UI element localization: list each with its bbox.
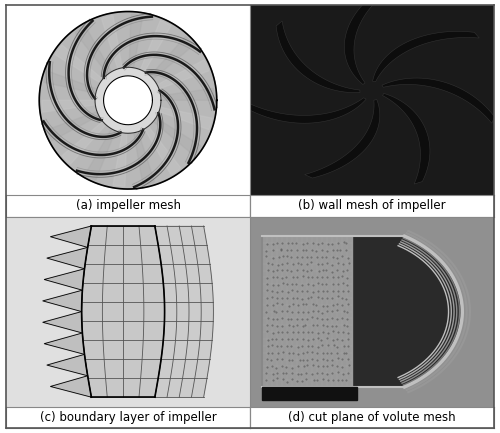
Wedge shape — [144, 126, 181, 175]
Wedge shape — [113, 133, 127, 186]
Circle shape — [96, 68, 160, 132]
Circle shape — [40, 12, 216, 189]
Bar — [262, 387, 358, 400]
Wedge shape — [157, 60, 209, 89]
Circle shape — [100, 72, 156, 129]
Polygon shape — [44, 333, 84, 354]
Polygon shape — [47, 354, 88, 376]
Polygon shape — [276, 21, 360, 93]
Wedge shape — [44, 71, 97, 94]
Circle shape — [98, 70, 158, 131]
Polygon shape — [44, 269, 84, 290]
Polygon shape — [50, 226, 92, 247]
Polygon shape — [372, 31, 480, 82]
Circle shape — [98, 71, 158, 129]
Circle shape — [104, 76, 152, 125]
Wedge shape — [85, 129, 116, 180]
Wedge shape — [134, 132, 154, 185]
Polygon shape — [82, 226, 164, 397]
Polygon shape — [50, 376, 92, 397]
Polygon shape — [262, 236, 462, 387]
Wedge shape — [140, 20, 171, 72]
Circle shape — [104, 76, 152, 125]
Wedge shape — [160, 88, 214, 100]
Circle shape — [102, 74, 154, 126]
Text: (a) impeller mesh: (a) impeller mesh — [76, 200, 180, 213]
Wedge shape — [154, 118, 201, 155]
Wedge shape — [129, 14, 143, 68]
Text: (b) wall mesh of impeller: (b) wall mesh of impeller — [298, 200, 446, 213]
Polygon shape — [382, 78, 494, 123]
Polygon shape — [47, 247, 88, 269]
Wedge shape — [102, 16, 122, 69]
Polygon shape — [43, 312, 82, 333]
Wedge shape — [47, 112, 99, 141]
Polygon shape — [344, 0, 386, 84]
Polygon shape — [246, 98, 366, 123]
Wedge shape — [75, 26, 112, 74]
Wedge shape — [55, 45, 102, 83]
Text: (d) cut plane of volute mesh: (d) cut plane of volute mesh — [288, 411, 456, 424]
Polygon shape — [155, 226, 214, 397]
Polygon shape — [43, 290, 82, 312]
Polygon shape — [304, 100, 380, 178]
Wedge shape — [42, 100, 96, 112]
Circle shape — [95, 67, 161, 133]
Wedge shape — [150, 36, 194, 79]
Text: (c) boundary layer of impeller: (c) boundary layer of impeller — [40, 411, 216, 424]
Polygon shape — [382, 94, 430, 184]
Wedge shape — [159, 107, 212, 130]
Wedge shape — [62, 122, 106, 164]
Circle shape — [101, 73, 155, 127]
Polygon shape — [262, 236, 352, 387]
